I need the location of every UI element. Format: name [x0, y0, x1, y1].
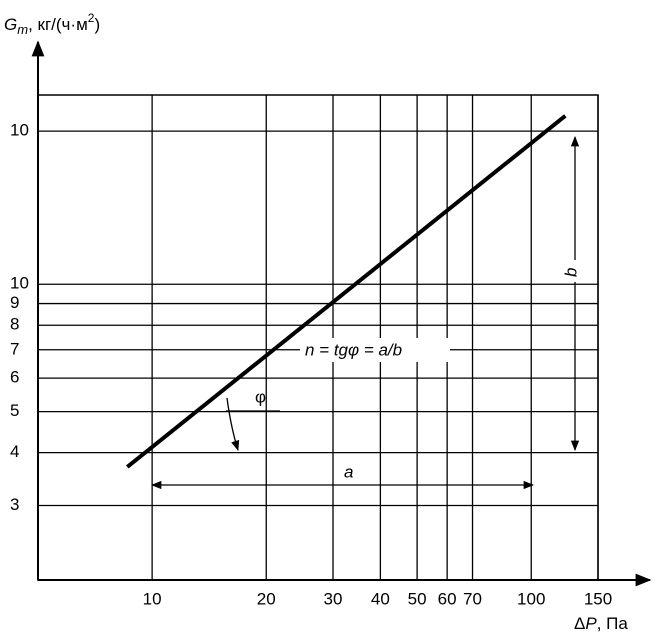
y-superscript: 2	[88, 11, 95, 25]
x-tick-label: 150	[584, 589, 612, 608]
y-axis-title: Gm, кг/(ч·м2)	[4, 11, 100, 37]
y-tick-label: 8	[10, 315, 19, 334]
y-tick-label: 10	[10, 121, 29, 140]
b-bg	[560, 260, 588, 282]
y-tick-label: 6	[10, 368, 19, 387]
y-tick-label: 5	[10, 401, 19, 420]
x-tick-label: 50	[408, 589, 427, 608]
x-tick-label: 10	[143, 589, 162, 608]
data-line	[126, 114, 567, 469]
x-tick-label: 70	[463, 589, 482, 608]
x-tick-label: 100	[517, 589, 545, 608]
x-symbol: Δ	[574, 614, 585, 633]
formula: n = tgφ = a/b	[305, 340, 402, 359]
y-symbol: G	[4, 15, 17, 34]
x-tick-label: 20	[257, 589, 276, 608]
a-label: a	[344, 462, 353, 481]
y-tick-label: 7	[10, 339, 19, 358]
x-tick-label: 60	[438, 589, 457, 608]
x-axis-title: ΔP, Па	[574, 614, 628, 633]
y-tick-label: 4	[10, 442, 19, 461]
x-variable: P	[585, 614, 597, 633]
y-unit: , кг/(ч·м	[28, 15, 88, 34]
y-tick-label: 9	[10, 293, 19, 312]
x-tick-label: 30	[324, 589, 343, 608]
y-tick-label: 3	[10, 495, 19, 514]
angle-arc	[226, 397, 240, 451]
formula-bg	[300, 338, 450, 362]
plot-frame	[37, 94, 599, 581]
y-subscript: m	[17, 22, 28, 37]
grid	[38, 95, 599, 580]
y-close: )	[94, 15, 100, 34]
angle-label: φ	[255, 387, 266, 406]
x-tick-label: 40	[371, 589, 390, 608]
y-tick-label: 10	[10, 274, 29, 293]
a-bg	[340, 462, 362, 484]
b-label: b	[561, 268, 580, 277]
x-unit: , Па	[597, 614, 629, 633]
